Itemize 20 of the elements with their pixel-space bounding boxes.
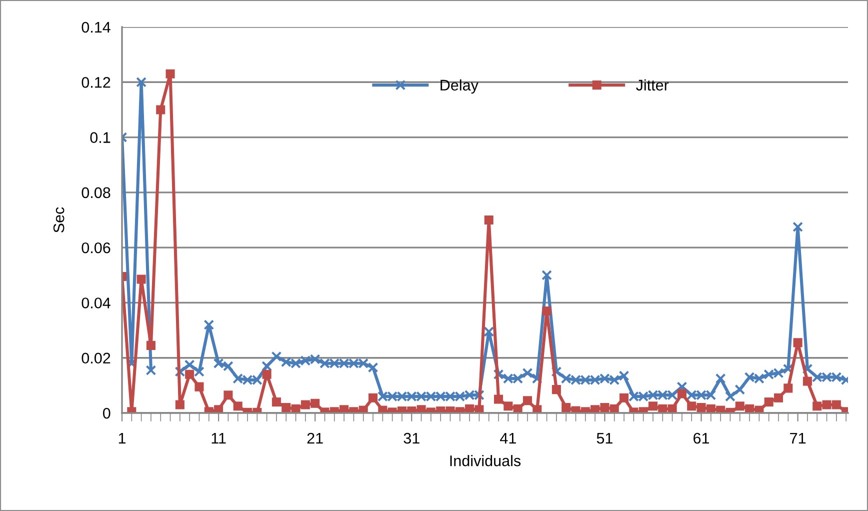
x-axis-title: Individuals — [450, 455, 521, 466]
x-tick-label: 21 — [307, 432, 323, 444]
y-tick-label: 0.02 — [82, 352, 110, 364]
y-tick-label: 0.12 — [82, 77, 110, 88]
y-tick-label: 0.06 — [82, 242, 110, 254]
x-tick-label: 41 — [500, 433, 516, 444]
y-axis-title: Sec — [53, 207, 64, 232]
x-tick-label: 11 — [212, 433, 226, 444]
x-tick-label: 61 — [694, 432, 710, 444]
y-tick-label: 0 — [102, 408, 110, 419]
y-tick-label: 0.04 — [82, 298, 110, 308]
legend-label: Jitter — [636, 79, 669, 91]
x-tick-label: 31 — [404, 432, 420, 444]
x-tick-label: 71 — [790, 433, 806, 444]
legend-label: Delay — [440, 79, 478, 94]
x-tick-label: 51 — [596, 433, 612, 444]
y-tick-label: 0.1 — [90, 132, 110, 143]
y-tick-label: 0.14 — [82, 22, 110, 33]
x-tick-label: 1 — [118, 433, 126, 444]
y-tick-label: 0.08 — [82, 187, 110, 198]
